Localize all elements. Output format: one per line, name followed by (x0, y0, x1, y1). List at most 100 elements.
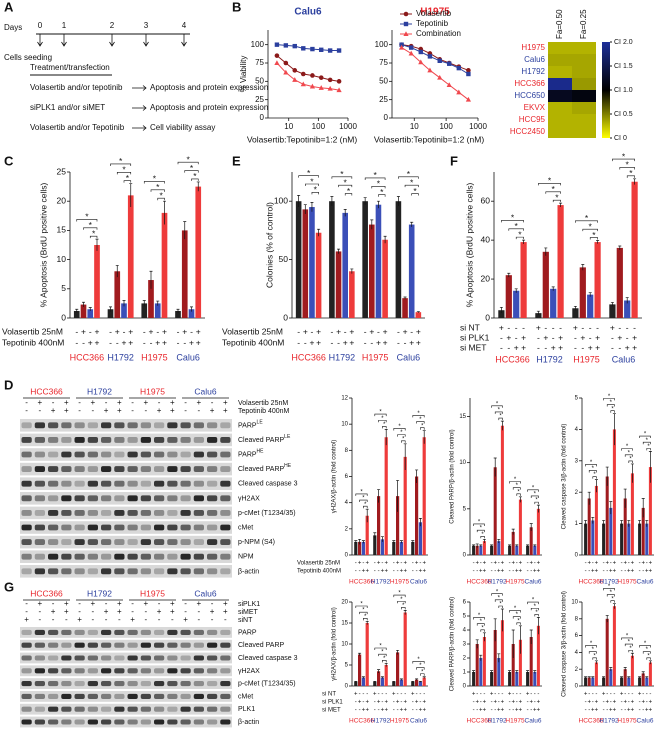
panel-label: E (232, 153, 241, 168)
sign: - (184, 599, 187, 608)
bar (609, 304, 616, 318)
cell-line: H1792 (87, 386, 112, 396)
significance-mark: * (398, 424, 401, 430)
sign: + (170, 599, 175, 608)
sign: + (632, 342, 637, 352)
heat-cell (572, 66, 596, 78)
bar (630, 655, 634, 686)
blot-band (193, 719, 204, 725)
sign: + (400, 708, 404, 714)
sign: + (162, 337, 167, 347)
step-to: Apoptosis and protein expression (150, 83, 268, 92)
category-label: H1792 (329, 352, 356, 362)
blot-band (220, 681, 231, 687)
blot-band (34, 509, 45, 516)
significance-mark: * (310, 176, 314, 186)
y-tick-label: 2 (575, 490, 579, 496)
bar (373, 681, 377, 686)
bar (631, 181, 638, 318)
treatment-name: si NT (460, 322, 480, 332)
blot-band (207, 568, 218, 575)
blot-band (127, 719, 138, 725)
sign: + (613, 569, 617, 575)
blot-band (154, 436, 165, 443)
band-name: PLK1 (238, 706, 255, 713)
bar (329, 201, 335, 318)
sign: - (184, 607, 187, 616)
significance-bracket (378, 419, 387, 423)
error-bar (384, 429, 388, 446)
significance-mark: * (89, 220, 93, 230)
sign: - (516, 561, 518, 567)
sign: - (224, 615, 227, 624)
sign: - (621, 708, 623, 714)
significance-bracket (398, 176, 419, 179)
bar (616, 247, 623, 318)
sign: + (483, 569, 487, 575)
error-bar (82, 301, 85, 307)
blot-band (61, 706, 72, 712)
blot-band (34, 568, 45, 575)
significance-mark: * (593, 472, 596, 478)
error-bar (418, 681, 422, 683)
category-label: Calu6 (525, 718, 542, 725)
bar (638, 523, 642, 555)
error-bar (645, 520, 649, 527)
y-tick-label: 5 (575, 396, 579, 402)
significance-mark: * (518, 229, 522, 239)
category-label: H1975 (362, 352, 389, 362)
sign: - (624, 569, 626, 575)
point (399, 42, 404, 47)
error-bar (479, 544, 483, 547)
significance-mark: * (628, 450, 631, 456)
bar (365, 623, 369, 686)
y-tick-label: 10 (571, 600, 578, 606)
sign: - (337, 337, 340, 347)
y-axis-label: γH2AX/β-actin (fold control) (332, 440, 338, 513)
sign: + (144, 398, 149, 407)
sign: + (625, 342, 630, 352)
blot-band (180, 436, 191, 443)
point (418, 49, 423, 55)
sign: - (646, 561, 648, 567)
sign: - (534, 561, 536, 567)
significance-mark: * (646, 438, 649, 444)
error-bar (122, 300, 126, 307)
sign: + (631, 700, 635, 706)
significance-bracket (374, 413, 387, 417)
blot-band (101, 568, 112, 575)
significance-mark: * (362, 496, 365, 502)
error-bar (380, 676, 384, 679)
blot-band (154, 539, 165, 546)
significance-bracket (552, 199, 561, 203)
point (318, 75, 324, 80)
significance-mark: * (611, 406, 614, 412)
significance-bracket (509, 610, 521, 613)
blot-band (220, 706, 231, 712)
blot-band (167, 568, 178, 575)
sign: - (211, 615, 214, 624)
sign: + (64, 398, 69, 407)
blot-band (207, 681, 218, 687)
bar (422, 437, 426, 555)
significance-mark: * (534, 492, 537, 498)
y-tick-label: 5 (463, 614, 467, 620)
arrow (132, 85, 147, 91)
significance-mark: * (478, 520, 481, 526)
bar (384, 437, 388, 555)
error-bar (493, 457, 497, 477)
significance-bracket (534, 614, 539, 617)
point (274, 53, 280, 58)
blot-band (61, 422, 72, 429)
error-bar (376, 200, 380, 209)
category-label: H1792 (487, 718, 507, 725)
point (427, 67, 433, 73)
sign: + (155, 337, 160, 347)
sign: + (588, 342, 593, 352)
sign: + (475, 700, 479, 706)
y-tick-label: 25 (57, 166, 67, 176)
bar (623, 498, 627, 555)
sign: + (396, 561, 400, 567)
band-label: Cleaved caspase 3 (238, 481, 298, 488)
sign: - (190, 326, 193, 336)
